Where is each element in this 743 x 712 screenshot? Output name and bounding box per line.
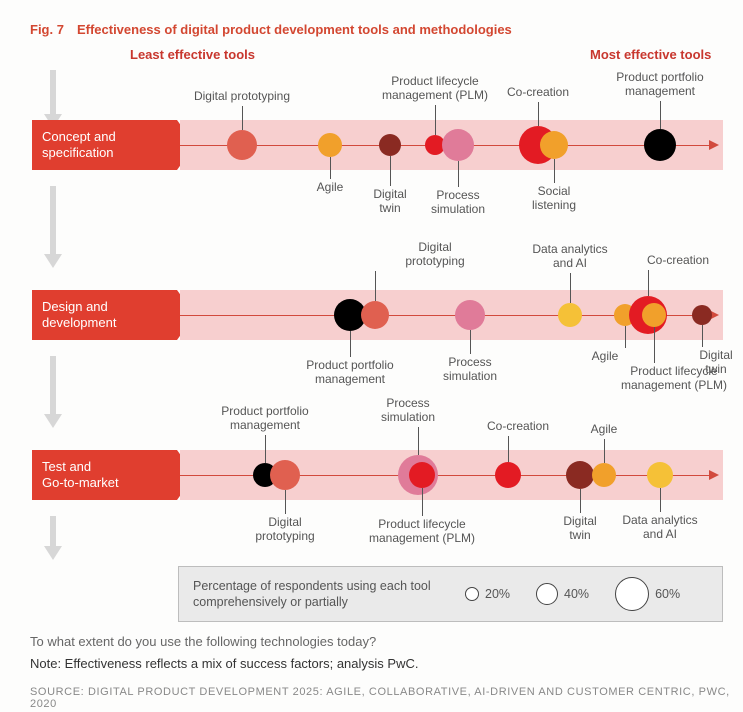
label-leader-line [330, 157, 331, 179]
label-leader-line [458, 161, 459, 187]
data-bubble [647, 462, 673, 488]
data-bubble [442, 129, 474, 161]
legend-circle-icon [615, 577, 649, 611]
data-bubble [644, 129, 676, 161]
legend-percent-label: 40% [564, 587, 589, 601]
bubble-label: Product portfoliomanagement [616, 71, 703, 99]
effectiveness-track: Product portfoliomanagementDigitalprotot… [180, 450, 723, 500]
label-leader-line [375, 271, 376, 301]
label-leader-line [660, 488, 661, 512]
bubble-label: Co-creation [507, 86, 569, 100]
flow-arrow-stem [50, 356, 56, 414]
scale-least-label: Least effective tools [130, 47, 255, 62]
label-leader-line [554, 159, 555, 183]
data-bubble [270, 460, 300, 490]
label-leader-line [702, 325, 703, 347]
label-leader-line [625, 326, 626, 348]
label-leader-line [242, 106, 243, 130]
bubble-label: Co-creation [647, 254, 709, 268]
bubble-label: Co-creation [487, 420, 549, 434]
size-legend: Percentage of respondents using each too… [178, 566, 723, 622]
bubble-label: Digitalprototyping [255, 516, 314, 544]
data-bubble [318, 133, 342, 157]
bubble-label: Digitaltwin [699, 349, 732, 377]
data-bubble [592, 463, 616, 487]
flow-arrow-head-icon [44, 546, 62, 560]
flow-arrow-stem [50, 70, 56, 114]
data-bubble [227, 130, 257, 160]
flow-arrow-head-icon [44, 254, 62, 268]
flow-arrow-stem [50, 516, 56, 546]
label-leader-line [285, 490, 286, 514]
row-label-chevron: Design anddevelopment [32, 290, 177, 340]
effectiveness-track: Digital prototypingAgileDigitaltwinProdu… [180, 120, 723, 170]
flow-arrow-stem [50, 186, 56, 254]
row-label-chevron: Concept andspecification [32, 120, 177, 170]
survey-question: To what extent do you use the following … [30, 634, 376, 649]
label-leader-line [538, 102, 539, 126]
scale-most-label: Most effective tools [590, 47, 711, 62]
bubble-label: Agile [592, 350, 619, 364]
label-leader-line [654, 327, 655, 363]
legend-circle-icon [536, 583, 558, 605]
bubble-label: Product lifecyclemanagement (PLM) [382, 75, 488, 103]
label-leader-line [648, 270, 649, 296]
flow-arrow-head-icon [44, 414, 62, 428]
label-leader-line [604, 439, 605, 463]
figure-title: Fig. 7 Effectiveness of digital product … [0, 0, 743, 37]
bubble-label: Digitaltwin [563, 515, 596, 543]
data-bubble [409, 462, 435, 488]
source-citation: SOURCE: DIGITAL PRODUCT DEVELOPMENT 2025… [30, 686, 743, 710]
data-bubble [379, 134, 401, 156]
data-bubble [455, 300, 485, 330]
bubble-label: Processsimulation [443, 356, 497, 384]
legend-item: 60% [615, 577, 680, 611]
data-bubble [558, 303, 582, 327]
bubble-label: Agile [591, 423, 618, 437]
legend-percent-label: 60% [655, 587, 680, 601]
label-leader-line [580, 489, 581, 513]
label-leader-line [660, 101, 661, 129]
label-leader-line [418, 427, 419, 455]
label-leader-line [435, 105, 436, 135]
label-leader-line [470, 330, 471, 354]
data-bubble [566, 461, 594, 489]
legend-item: 20% [465, 587, 510, 601]
label-leader-line [422, 488, 423, 516]
label-leader-line [350, 331, 351, 357]
bubble-label: Data analyticsand AI [622, 514, 697, 542]
data-bubble [361, 301, 389, 329]
label-leader-line [390, 156, 391, 186]
bubble-label: Product lifecyclemanagement (PLM) [369, 518, 475, 546]
data-bubble [692, 305, 712, 325]
label-leader-line [570, 273, 571, 303]
row-label-chevron: Test andGo-to-market [32, 450, 177, 500]
bubble-label: Product portfoliomanagement [221, 405, 308, 433]
bubble-label: Processsimulation [381, 397, 435, 425]
bubble-label: Agile [317, 181, 344, 195]
data-bubble [642, 303, 666, 327]
bubble-label: Product portfoliomanagement [306, 359, 393, 387]
note-text: Note: Effectiveness reflects a mix of su… [30, 656, 418, 671]
data-bubble [495, 462, 521, 488]
bubble-label: Data analyticsand AI [532, 243, 607, 271]
legend-percent-label: 20% [485, 587, 510, 601]
data-bubble [540, 131, 568, 159]
bubble-label: Digital prototyping [194, 90, 290, 104]
legend-item: 40% [536, 583, 589, 605]
label-leader-line [508, 436, 509, 462]
legend-circle-icon [465, 587, 479, 601]
legend-items: 20% 40% 60% [465, 577, 680, 611]
bubble-label: Sociallistening [532, 185, 576, 213]
label-leader-line [265, 435, 266, 463]
bubble-label: Processsimulation [431, 189, 485, 217]
bubble-label: Digitaltwin [373, 188, 406, 216]
bubble-label: Digitalprototyping [405, 241, 464, 269]
legend-text: Percentage of respondents using each too… [193, 578, 453, 611]
effectiveness-track: Product portfoliomanagementDigitalprotot… [180, 290, 723, 340]
